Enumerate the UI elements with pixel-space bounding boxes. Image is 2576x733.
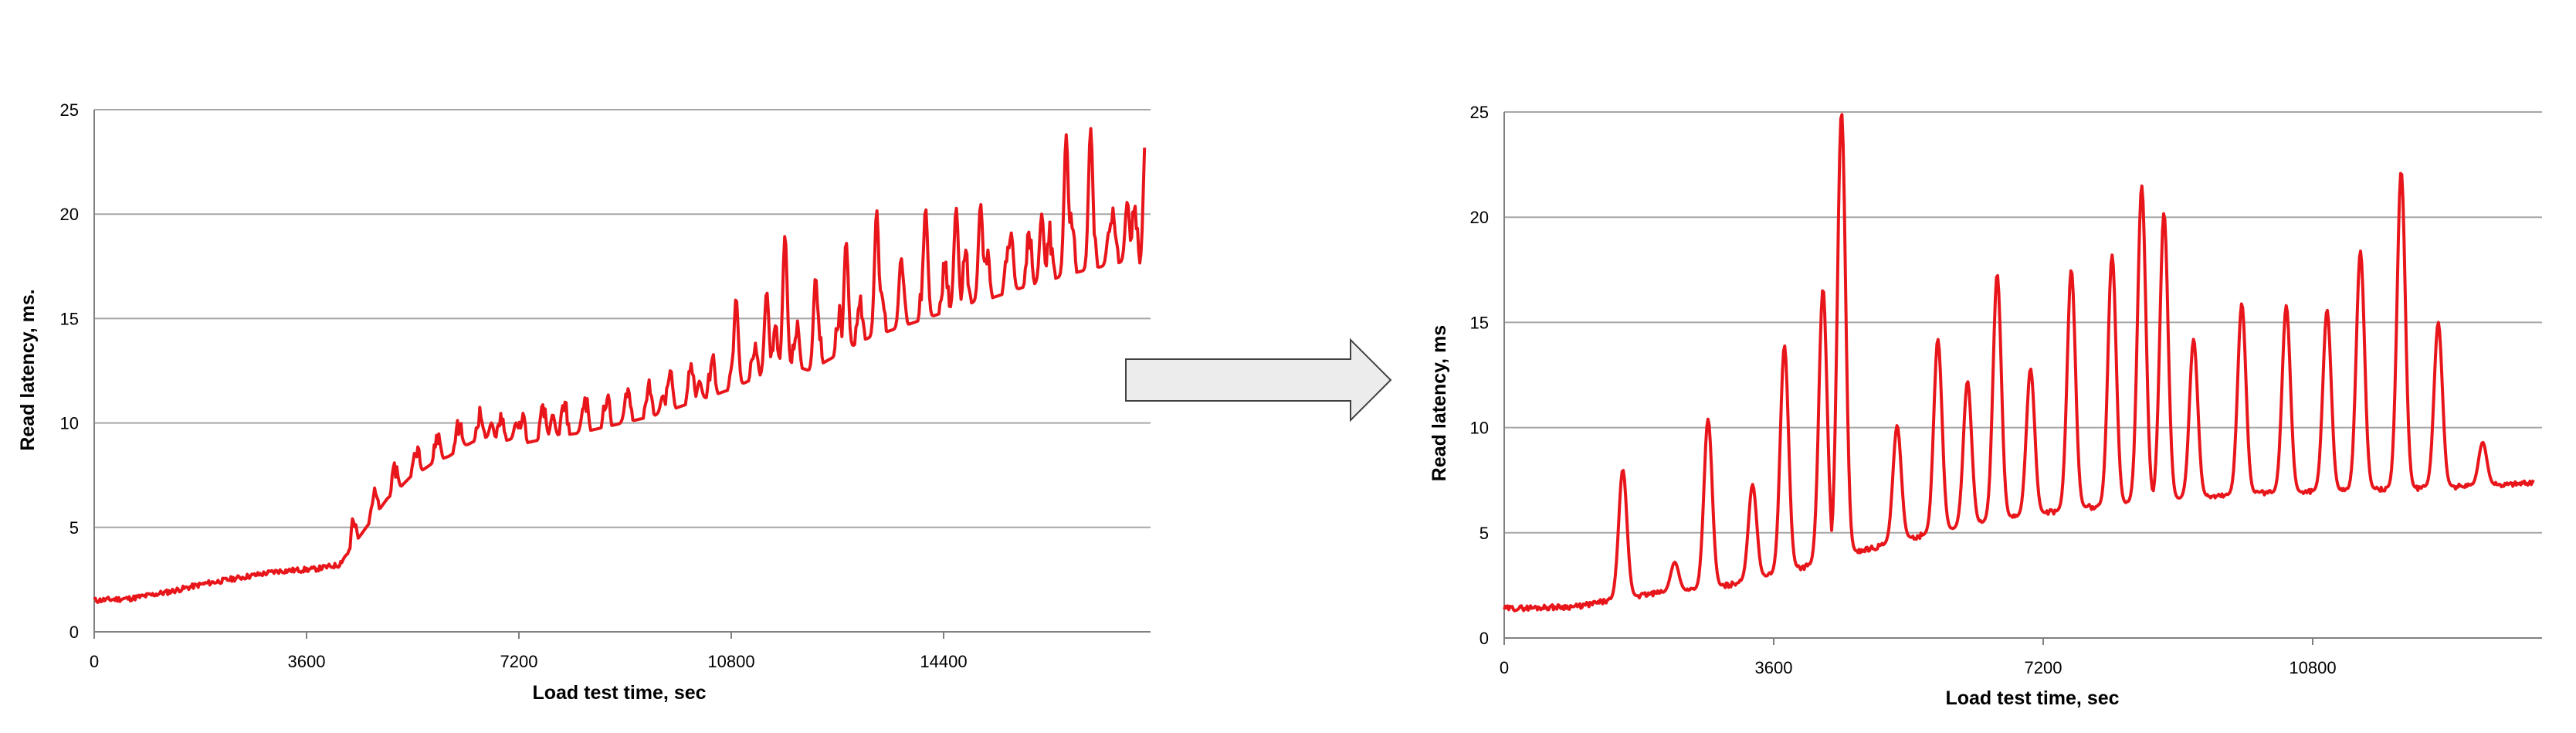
left-x-tick-7200: 7200 — [500, 652, 538, 671]
right-x-tick-7200: 7200 — [2025, 658, 2062, 677]
left-y-tick-5: 5 — [69, 518, 79, 538]
left-y-tick-10: 10 — [60, 414, 79, 433]
left-y-tick-25: 25 — [60, 100, 79, 120]
left-x-tick-14400: 14400 — [920, 652, 967, 671]
right-latency-series-line — [1503, 113, 2535, 613]
right-y-tick-20: 20 — [1470, 208, 1489, 227]
left-x-axis-title: Load test time, sec — [532, 682, 706, 704]
right-y-tick-25: 25 — [1470, 103, 1489, 122]
left-latency-chart: 0 5 10 15 20 25 0 3600 7200 10800 14400 Load test … — [17, 100, 1151, 704]
left-y-tick-15: 15 — [60, 309, 79, 328]
right-x-tick-3600: 3600 — [1755, 658, 1793, 677]
left-x-tick-10800: 10800 — [707, 652, 754, 671]
left-x-tick-3600: 3600 — [288, 652, 326, 671]
right-arrow-icon — [1125, 338, 1392, 422]
left-latency-series-line — [93, 127, 1147, 604]
right-y-tick-0: 0 — [1480, 629, 1489, 648]
right-y-axis-title: Read latency, ms — [1429, 325, 1450, 481]
right-latency-chart: 0 5 10 15 20 25 0 3600 7200 10800 Load test time,… — [1429, 103, 2542, 709]
right-y-tick-5: 5 — [1480, 524, 1489, 543]
left-y-axis-title: Read latency, ms. — [17, 289, 39, 450]
left-x-tick-0: 0 — [90, 652, 99, 671]
left-y-tick-0: 0 — [69, 623, 79, 642]
left-y-tick-20: 20 — [60, 205, 79, 224]
right-y-tick-15: 15 — [1470, 313, 1489, 332]
right-x-tick-10800: 10800 — [2289, 658, 2336, 677]
right-x-axis-title: Load test time, sec — [1945, 687, 2119, 709]
right-y-tick-10: 10 — [1470, 419, 1489, 438]
right-x-tick-0: 0 — [1500, 658, 1509, 677]
